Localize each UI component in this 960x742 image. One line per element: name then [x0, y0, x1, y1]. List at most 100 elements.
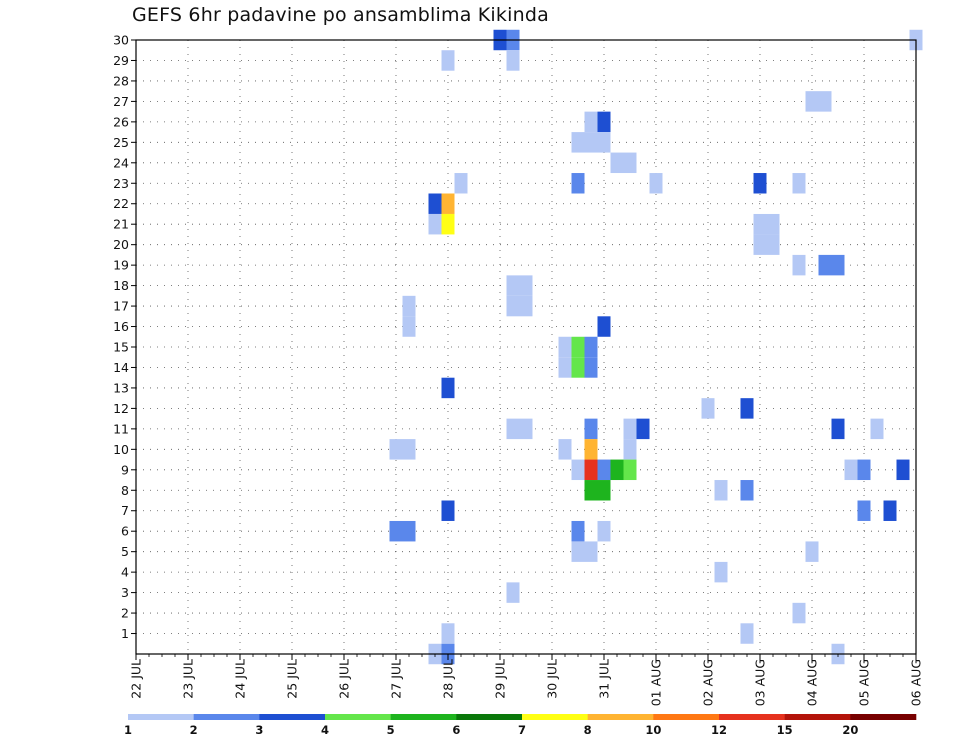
legend-label: 6 [452, 723, 460, 737]
heatmap-cell [831, 418, 845, 440]
heatmap-cell [870, 418, 884, 440]
y-tick-label: 7 [121, 503, 129, 518]
heatmap-cell [519, 418, 533, 440]
y-axis: 1234567891011121314151617181920212223242… [113, 33, 136, 641]
y-tick-label: 22 [113, 196, 129, 211]
y-tick-label: 11 [113, 421, 129, 436]
heatmap-cell [571, 520, 585, 542]
heatmap-cell [389, 520, 403, 542]
legend-label: 3 [255, 723, 263, 737]
heatmap-cell [441, 50, 455, 71]
heatmap-cell [740, 398, 754, 419]
y-tick-label: 1 [121, 626, 129, 641]
heatmap-cell [857, 500, 871, 521]
legend-swatch [653, 714, 720, 720]
x-tick-label: 22 JUL [129, 659, 144, 699]
y-tick-label: 3 [121, 585, 129, 600]
heatmap-cell [792, 173, 806, 194]
heatmap-cell [441, 213, 455, 235]
heatmap-cell [506, 275, 520, 296]
plot-frame [135, 39, 917, 655]
heatmap-cell [506, 582, 520, 603]
heatmap-cell [428, 193, 442, 214]
y-tick-label: 30 [113, 33, 129, 48]
legend-swatch [456, 714, 523, 720]
x-tick-label: 31 JUL [597, 659, 612, 699]
heatmap-cell [857, 459, 871, 481]
legend-swatch [128, 714, 194, 720]
legend-label: 15 [777, 723, 793, 737]
heatmap-cell [454, 173, 468, 194]
grid [136, 39, 916, 654]
heatmap-cell [402, 295, 416, 317]
heatmap-cell [714, 480, 728, 501]
legend-swatch [325, 714, 391, 720]
x-tick-label: 01 AUG [649, 659, 664, 706]
heatmap-cell [584, 111, 598, 133]
heatmap-cell [701, 398, 715, 419]
x-tick-label: 24 JUL [233, 659, 248, 699]
heatmap-cell [753, 213, 767, 235]
x-tick-label: 28 JUL [441, 659, 456, 699]
y-tick-label: 21 [113, 217, 129, 232]
heatmap-cell [753, 234, 767, 255]
y-tick-label: 17 [113, 299, 129, 314]
heatmap-cell [636, 418, 650, 440]
heatmap-cell [844, 459, 858, 481]
legend-label: 5 [387, 723, 395, 737]
y-tick-label: 24 [113, 155, 129, 170]
legend-label: 2 [190, 723, 198, 737]
heatmap-cell [571, 336, 585, 358]
legend-swatch [522, 714, 588, 720]
heatmap-cell [623, 152, 637, 174]
heatmap-cell [558, 439, 572, 460]
y-tick-label: 19 [113, 258, 129, 273]
heatmap-cell [766, 213, 780, 235]
heatmap-cell [597, 520, 611, 542]
heatmap-cell [623, 418, 637, 440]
heatmap-cell [584, 541, 598, 562]
legend-label: 10 [645, 723, 661, 737]
y-tick-label: 15 [113, 340, 129, 355]
heatmap-cell [506, 50, 520, 71]
heatmap-cell [766, 234, 780, 255]
heatmap-cell [584, 480, 598, 501]
heatmap-cell [610, 152, 624, 174]
heatmap-cell [506, 295, 520, 317]
heatmap-cell [753, 173, 767, 194]
x-tick-label: 04 AUG [805, 659, 820, 706]
heatmap-cell [818, 254, 832, 276]
y-tick-label: 13 [113, 380, 129, 395]
y-tick-label: 27 [113, 94, 129, 109]
heatmap-cell [441, 623, 455, 644]
legend-swatch [193, 714, 260, 720]
heatmap-cell [571, 132, 585, 153]
legend-swatch [784, 714, 851, 720]
x-tick-label: 23 JUL [181, 659, 196, 699]
heatmap-cell [714, 561, 728, 583]
y-tick-label: 5 [121, 544, 129, 559]
y-tick-label: 16 [113, 319, 129, 334]
y-tick-label: 4 [121, 565, 129, 580]
heatmap-cell [597, 480, 611, 501]
legend-label: 4 [321, 723, 329, 737]
legend-swatch [850, 714, 917, 720]
heatmap-cell [519, 295, 533, 317]
y-tick-label: 29 [113, 53, 129, 68]
y-tick-label: 2 [121, 606, 129, 621]
heatmap-cell [584, 459, 598, 481]
y-tick-label: 8 [121, 483, 129, 498]
heatmap-cell [558, 357, 572, 378]
x-tick-label: 25 JUL [285, 659, 300, 699]
heatmap-cell [506, 418, 520, 440]
heatmap-cell [441, 500, 455, 521]
heatmap-cell [441, 377, 455, 399]
legend-label: 7 [518, 723, 526, 737]
y-tick-label: 18 [113, 278, 129, 293]
y-tick-label: 6 [121, 524, 129, 539]
heatmap-cell [402, 520, 416, 542]
heatmap-cells [389, 29, 923, 665]
heatmap-cell [402, 439, 416, 460]
heatmap-cell [610, 459, 624, 481]
chart-title: GEFS 6hr padavine po ansamblima Kikinda [132, 4, 549, 26]
